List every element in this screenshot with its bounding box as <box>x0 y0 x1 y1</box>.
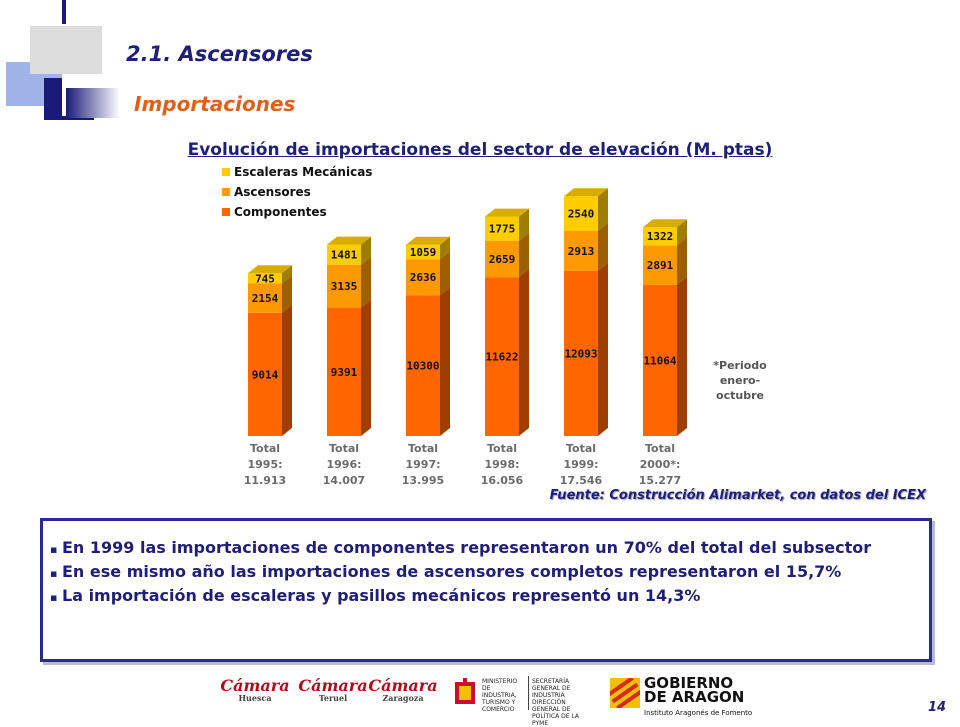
bar-segment <box>248 283 282 313</box>
data-label: 11064 <box>643 354 676 367</box>
category-label: Total 2000*: 15.277 <box>639 442 681 487</box>
bar-segment <box>327 244 361 265</box>
bar-segment <box>406 244 440 260</box>
category-label: Total 1995: 11.913 <box>244 442 286 487</box>
bar-segment <box>485 216 519 241</box>
source-note: Fuente: Construcción Alimarket, con dato… <box>549 488 926 503</box>
header-rule <box>66 88 120 118</box>
data-label: 2540 <box>568 208 595 221</box>
bar-side <box>282 304 292 436</box>
category-label: Total 1997: 13.995 <box>402 442 444 487</box>
bar-segment <box>643 284 677 436</box>
stacked-bar-chart: 9014 2154 745 Total 1995: 11.913 9391 3135 1481 T… <box>222 165 687 487</box>
bar-side <box>440 236 450 260</box>
bar-side <box>361 236 371 265</box>
bar-side <box>677 219 687 246</box>
bar-top <box>327 236 371 245</box>
data-label: 2659 <box>489 253 516 266</box>
bar-side <box>677 237 687 285</box>
bar-segment <box>564 270 598 436</box>
bar-segment <box>485 277 519 436</box>
bar-side <box>519 232 529 278</box>
bar-side <box>361 256 371 308</box>
bar-side <box>282 265 292 284</box>
bar-side <box>440 251 450 296</box>
bar-segment <box>406 259 440 296</box>
data-label: 1059 <box>410 246 437 259</box>
camara-zaragoza-logo: Cámara Zaragoza <box>368 676 438 703</box>
category-label: Total 1999: 17.546 <box>560 442 603 487</box>
camara-huesca-logo: Cámara Huesca <box>220 676 290 703</box>
bar-side <box>598 262 608 436</box>
data-label: 2891 <box>647 259 674 272</box>
bullet-item: La importación de escaleras y pasillos m… <box>50 585 920 609</box>
legend-entry: Componentes <box>234 205 327 219</box>
bar-side <box>598 222 608 271</box>
data-label: 2636 <box>410 271 437 284</box>
bar-side <box>677 276 687 436</box>
legend-swatch <box>222 208 230 216</box>
data-label: 3135 <box>331 280 358 293</box>
bar-segment <box>248 312 282 436</box>
bar-segment <box>643 227 677 246</box>
data-label: 11622 <box>485 351 518 364</box>
category-label: Total 1998: 16.056 <box>481 442 524 487</box>
bar-side <box>519 269 529 436</box>
ministerio-logo: MINISTERIO DE INDUSTRIA, TURISMO Y COMER… <box>450 676 590 727</box>
footer-logos: Cámara Huesca Cámara Teruel Cámara Zaragoza… <box>0 672 960 727</box>
bar-segment <box>643 245 677 285</box>
bar-side <box>361 299 371 436</box>
subsection-title: Importaciones <box>134 92 296 116</box>
summary-bullets: En 1999 las importaciones de componentes… <box>50 537 920 609</box>
coat-of-arms-icon <box>455 678 475 704</box>
category-label: Total 1996: 14.007 <box>323 442 365 487</box>
bar-segment <box>485 240 519 278</box>
bar-side <box>440 287 450 436</box>
data-label: 2913 <box>568 245 595 258</box>
bar-side <box>519 208 529 241</box>
gobierno-aragon-logo: GOBIERNO DE ARAGON Instituto Aragonés de… <box>644 674 753 718</box>
chart-title: Evolución de importaciones del sector de… <box>187 140 773 160</box>
page-number: 14 <box>928 700 947 715</box>
data-label: 2154 <box>252 292 279 305</box>
camara-teruel-logo: Cámara Teruel <box>298 676 368 703</box>
bar-top <box>643 219 687 228</box>
bullet-item: En ese mismo año las importaciones de as… <box>50 561 920 585</box>
legend-swatch <box>222 168 230 176</box>
bar-segment <box>327 307 361 436</box>
data-label: 745 <box>255 272 275 285</box>
bar-segment <box>406 295 440 436</box>
bar-segment <box>564 196 598 231</box>
bar-segment <box>248 273 282 284</box>
bar-top <box>485 208 529 217</box>
data-label: 1775 <box>489 223 516 236</box>
data-label: 9014 <box>252 368 279 381</box>
data-label: 12093 <box>564 347 597 360</box>
data-label: 10300 <box>406 360 439 373</box>
period-note: *Periodo enero- octubre <box>713 359 767 402</box>
bar-side <box>282 275 292 313</box>
data-label: 9391 <box>331 366 358 379</box>
aragon-flag-icon <box>610 678 640 708</box>
bar-top <box>248 265 292 274</box>
bar-top <box>564 188 608 197</box>
section-title: 2.1. Ascensores <box>126 42 313 66</box>
legend-entry: Escaleras Mecánicas <box>234 165 372 179</box>
bar-side <box>598 188 608 231</box>
data-label: 1322 <box>647 230 674 243</box>
bar-segment <box>564 230 598 271</box>
legend-swatch <box>222 188 230 196</box>
bullet-item: En 1999 las importaciones de componentes… <box>50 537 920 561</box>
data-label: 1481 <box>331 249 358 262</box>
bar-segment <box>327 264 361 308</box>
legend-entry: Ascensores <box>234 185 311 199</box>
bar-top <box>406 236 450 245</box>
